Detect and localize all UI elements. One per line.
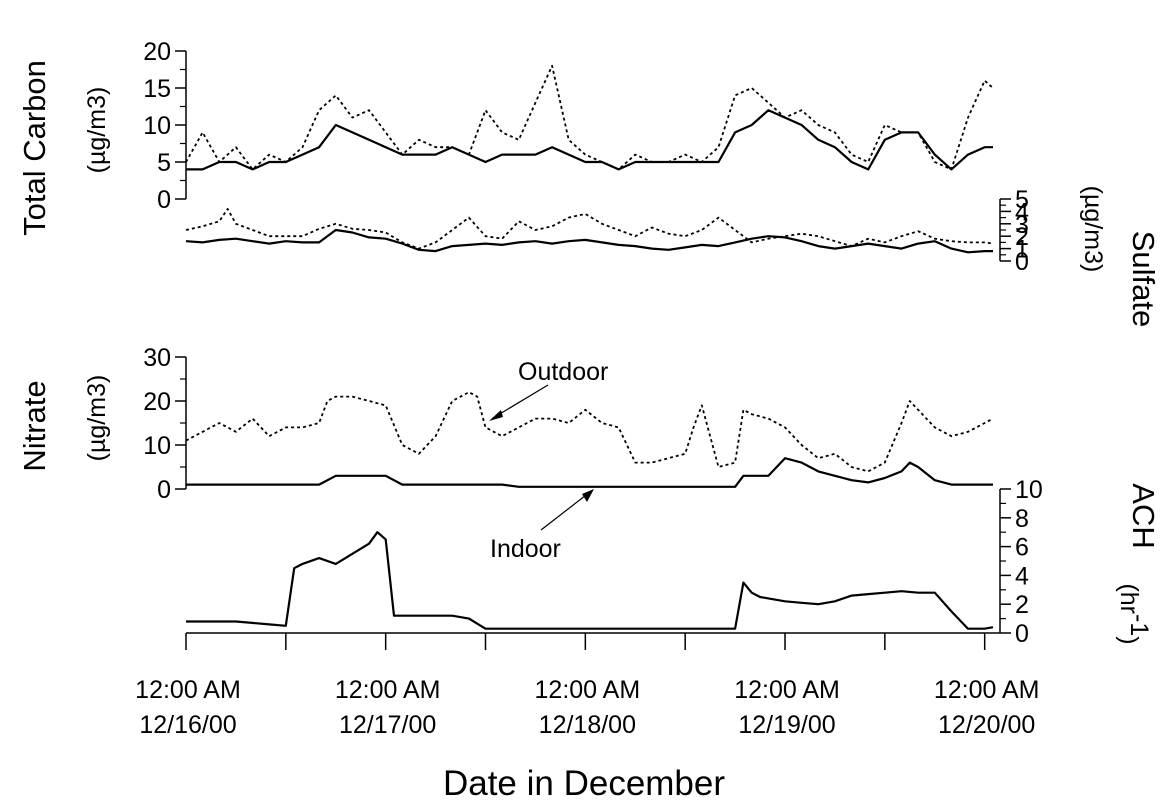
x-tick-label-date: 12/20/00 bbox=[938, 711, 1035, 739]
total-carbon-y-tick-label: 15 bbox=[143, 75, 171, 103]
total-carbon-series-dashed-line bbox=[185, 64, 994, 171]
series-lines bbox=[185, 64, 994, 630]
nitrate-y-tick-label: 0 bbox=[157, 476, 171, 504]
nitrate-y-tick-label: 10 bbox=[143, 432, 171, 460]
axes bbox=[175, 50, 1011, 650]
ach-y-tick-label: 6 bbox=[1015, 534, 1029, 562]
x-tick-label-date: 12/17/00 bbox=[339, 711, 436, 739]
x-tick-label-time: 12:00 AM bbox=[135, 676, 241, 704]
nitrate-series-dashed-line bbox=[185, 391, 994, 473]
nitrate-series-solid-line bbox=[186, 457, 993, 488]
annotation-indoor: Indoor bbox=[490, 535, 561, 563]
x-tick-label-date: 12/18/00 bbox=[539, 711, 636, 739]
nitrate-axis-title: Nitrate bbox=[17, 380, 52, 471]
x-tick-label-date: 12/16/00 bbox=[139, 711, 236, 739]
total-carbon-y-tick-label: 10 bbox=[143, 112, 171, 140]
ach-y-tick-label: 2 bbox=[1015, 591, 1029, 619]
sulfate-y-tick-label: 5 bbox=[1015, 186, 1029, 214]
total-carbon-axis-title: Total Carbon bbox=[17, 60, 52, 236]
ach-series-solid-line bbox=[186, 531, 994, 630]
total-carbon-series-solid-line bbox=[186, 109, 993, 171]
total-carbon-y-tick-label: 0 bbox=[157, 186, 171, 214]
sulfate-series-solid-line bbox=[185, 228, 993, 254]
ach-axis-unit: (hr-1) bbox=[1115, 583, 1153, 644]
x-tick-label-time: 12:00 AM bbox=[734, 676, 840, 704]
ach-y-tick-label: 8 bbox=[1015, 505, 1029, 533]
ach-axis-title: ACH bbox=[1126, 483, 1161, 548]
nitrate-axis-unit: (µg/m3) bbox=[83, 375, 111, 462]
x-tick-label-date: 12/19/00 bbox=[738, 711, 835, 739]
ach-y-tick-label: 4 bbox=[1015, 562, 1029, 590]
annotation-indoor-arrow bbox=[540, 491, 591, 531]
annotation-indoor-arrowhead bbox=[582, 489, 594, 502]
sulfate-y-tick-label: 3 bbox=[1015, 211, 1029, 239]
x-tick-label-time: 12:00 AM bbox=[335, 676, 441, 704]
sulfate-y-tick-label: 1 bbox=[1015, 236, 1029, 264]
nitrate-y-tick-label: 20 bbox=[143, 388, 171, 416]
ach-y-tick-label: 0 bbox=[1015, 620, 1029, 648]
annotation-outdoor-arrow bbox=[492, 384, 549, 419]
sulfate-axis-unit: (µg/m3) bbox=[1079, 186, 1107, 273]
x-tick-label-time: 12:00 AM bbox=[934, 676, 1040, 704]
total-carbon-y-tick-label: 5 bbox=[157, 149, 171, 177]
nitrate-y-tick-label: 30 bbox=[143, 344, 171, 372]
ach-y-tick-label: 10 bbox=[1015, 476, 1043, 504]
sulfate-axis-title: Sulfate bbox=[1126, 231, 1161, 328]
annotation-outdoor: Outdoor bbox=[518, 358, 608, 386]
x-tick-label-time: 12:00 AM bbox=[535, 676, 641, 704]
sulfate-y-tick-label: 2 bbox=[1015, 223, 1029, 251]
sulfate-series-dashed-line bbox=[185, 207, 994, 250]
x-axis-title: Date in December bbox=[443, 764, 725, 803]
annotation-outdoor-arrowhead bbox=[489, 410, 503, 421]
total-carbon-y-tick-label: 20 bbox=[143, 38, 171, 66]
sulfate-y-tick-label: 0 bbox=[1015, 248, 1029, 276]
total-carbon-axis-unit: (µg/m3) bbox=[83, 87, 111, 174]
sulfate-y-tick-label: 4 bbox=[1015, 198, 1029, 226]
